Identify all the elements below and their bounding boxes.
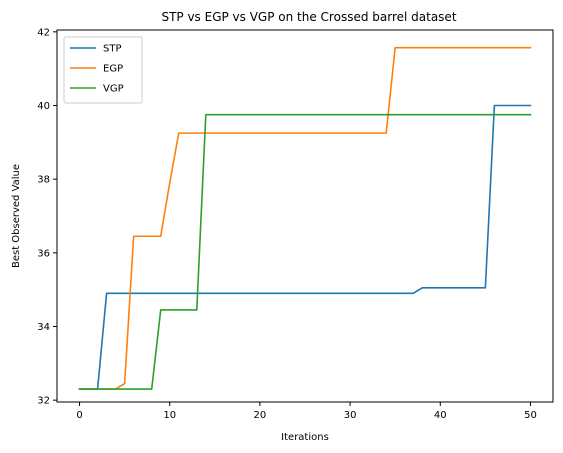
series-line-egp [78,46,532,390]
y-axis: 32 34 36 38 40 42 [37,27,57,407]
legend-label-stp: STP [103,44,122,55]
y-tick-label: 38 [37,175,50,186]
x-axis-label: Iterations [281,432,329,443]
legend-label-vgp: VGP [103,84,124,95]
y-tick-label: 42 [37,27,50,38]
y-tick-label: 34 [37,322,50,333]
plot-area [56,29,554,403]
legend-box [63,36,143,104]
series-line-vgp [78,113,532,390]
y-tick-label: 32 [37,396,50,407]
legend-label-egp: EGP [103,64,123,75]
legend: STP EGP VGP [63,36,143,104]
x-tick-label: 30 [344,410,357,421]
x-axis: 0 10 20 30 40 50 [76,402,537,421]
series-line-stp [78,104,532,390]
y-tick-label: 40 [37,101,50,112]
x-tick-label: 20 [254,410,267,421]
y-axis-label: Best Observed Value [11,164,22,268]
chart-title: STP vs EGP vs VGP on the Crossed barrel … [161,10,456,24]
x-tick-label: 0 [76,410,82,421]
x-tick-label: 40 [434,410,447,421]
y-tick-label: 36 [37,248,50,259]
series-lines [78,46,532,390]
x-tick-label: 10 [163,410,176,421]
x-tick-label: 50 [524,410,537,421]
